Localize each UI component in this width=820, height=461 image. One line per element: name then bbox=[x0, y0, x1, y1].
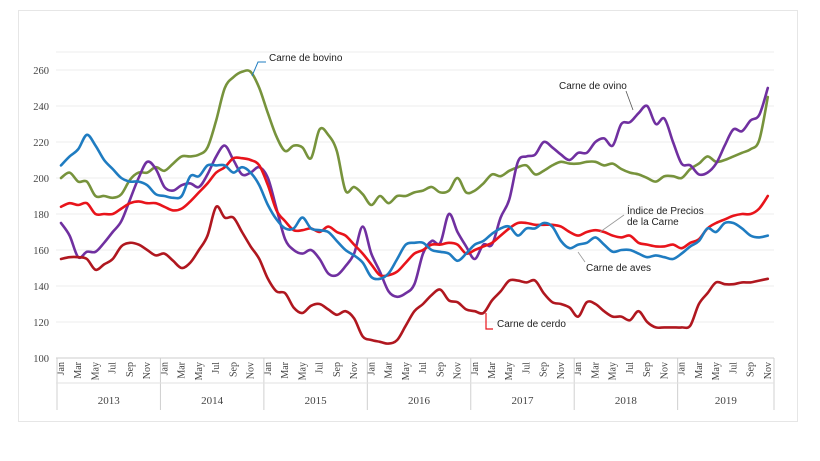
year-label: 2018 bbox=[615, 395, 638, 407]
x-tick-label: Nov bbox=[246, 362, 257, 379]
x-tick-label: Jan bbox=[677, 362, 688, 375]
x-tick-label: Jan bbox=[56, 362, 67, 375]
x-tick-label: May bbox=[608, 362, 619, 380]
x-tick-label: Mar bbox=[280, 361, 291, 378]
x-tick-label: Nov bbox=[763, 362, 774, 379]
label-indice-line1: Índice de Precios bbox=[627, 204, 704, 217]
x-tick-label: Jan bbox=[470, 362, 481, 375]
label-carne-de-ovino: Carne de ovino bbox=[559, 81, 627, 92]
series-line-carne-de-cerdo bbox=[59, 205, 770, 345]
indice-leader bbox=[599, 214, 625, 233]
gridlines bbox=[56, 51, 774, 359]
x-tick-label: Sep bbox=[539, 362, 550, 377]
x-axis: Jan Mar May Jul Sep Nov Jan Mar May Jul Sep Nov Jan M… bbox=[56, 358, 775, 410]
x-tick-label: Sep bbox=[125, 362, 136, 377]
y-tick-label: 100 bbox=[33, 354, 49, 365]
chart-frame bbox=[18, 10, 798, 422]
ovino-leader bbox=[625, 90, 634, 111]
y-tick-label: 180 bbox=[33, 210, 49, 221]
year-label: 2016 bbox=[408, 395, 431, 407]
series-line-indice-de-precios-de-la-carne bbox=[59, 156, 770, 278]
x-tick-label: May bbox=[711, 362, 722, 380]
series-line-carne-de-bovino bbox=[59, 69, 770, 207]
x-tick-label: May bbox=[297, 362, 308, 380]
x-tick-label: Jul bbox=[625, 362, 636, 374]
x-tick-label: Nov bbox=[453, 362, 464, 379]
x-tick-label: Mar bbox=[487, 361, 498, 378]
x-tick-label: May bbox=[401, 362, 412, 380]
x-tick-label: Jul bbox=[211, 362, 222, 374]
y-tick-label: 260 bbox=[33, 66, 49, 77]
y-tick-label: 220 bbox=[33, 138, 49, 149]
x-tick-label: Mar bbox=[177, 361, 188, 378]
year-label: 2019 bbox=[715, 395, 738, 407]
annotations: Carne de bovino Carne de ovino Índice de… bbox=[251, 53, 704, 330]
label-indice-line2: de la Carne bbox=[627, 217, 679, 228]
y-tick-label: 200 bbox=[33, 174, 49, 185]
x-tick-label: Mar bbox=[73, 361, 84, 378]
x-tick-label: Sep bbox=[642, 362, 653, 377]
bovino-leader bbox=[251, 61, 266, 77]
year-label: 2017 bbox=[511, 395, 534, 407]
year-label: 2015 bbox=[305, 395, 328, 407]
x-tick-label: May bbox=[504, 362, 515, 380]
x-tick-label: Sep bbox=[332, 362, 343, 377]
x-tick-label: Jan bbox=[573, 362, 584, 375]
y-tick-label: 160 bbox=[33, 246, 49, 257]
x-tick-label: Mar bbox=[384, 361, 395, 378]
cerdo-leader bbox=[485, 313, 493, 330]
aves-leader bbox=[577, 251, 586, 263]
x-tick-label: Sep bbox=[746, 362, 757, 377]
series-line-carne-de-aves bbox=[59, 133, 770, 281]
series-lines bbox=[59, 69, 770, 345]
x-tick-label: May bbox=[90, 362, 101, 380]
x-tick-label: Nov bbox=[659, 362, 670, 379]
x-tick-label: Jan bbox=[159, 362, 170, 375]
y-axis: 100 120 140 160 180 200 220 240 260 bbox=[33, 66, 49, 365]
label-carne-de-aves: Carne de aves bbox=[586, 263, 651, 274]
year-label: 2013 bbox=[98, 395, 121, 407]
x-tick-label: Jul bbox=[418, 362, 429, 374]
x-tick-label: Nov bbox=[142, 362, 153, 379]
y-tick-label: 140 bbox=[33, 282, 49, 293]
year-label: 2014 bbox=[201, 395, 224, 407]
y-tick-label: 240 bbox=[33, 102, 49, 113]
x-tick-label: Jan bbox=[366, 362, 377, 375]
x-tick-label: Mar bbox=[694, 361, 705, 378]
x-tick-label: Nov bbox=[556, 362, 567, 379]
x-tick-label: Sep bbox=[435, 362, 446, 377]
x-tick-label: Jul bbox=[108, 362, 119, 374]
x-tick-label: Mar bbox=[590, 361, 601, 378]
x-tick-label: Jul bbox=[728, 362, 739, 374]
x-tick-label: Jan bbox=[263, 362, 274, 375]
x-tick-label: Sep bbox=[228, 362, 239, 377]
label-carne-de-bovino: Carne de bovino bbox=[269, 53, 343, 64]
x-tick-label: Jul bbox=[315, 362, 326, 374]
y-tick-label: 120 bbox=[33, 318, 49, 329]
series-line-carne-de-ovino bbox=[59, 86, 770, 299]
x-tick-label: May bbox=[194, 362, 205, 380]
label-carne-de-cerdo: Carne de cerdo bbox=[497, 319, 566, 330]
x-tick-label: Jul bbox=[521, 362, 532, 374]
x-tick-label: Nov bbox=[349, 362, 360, 379]
